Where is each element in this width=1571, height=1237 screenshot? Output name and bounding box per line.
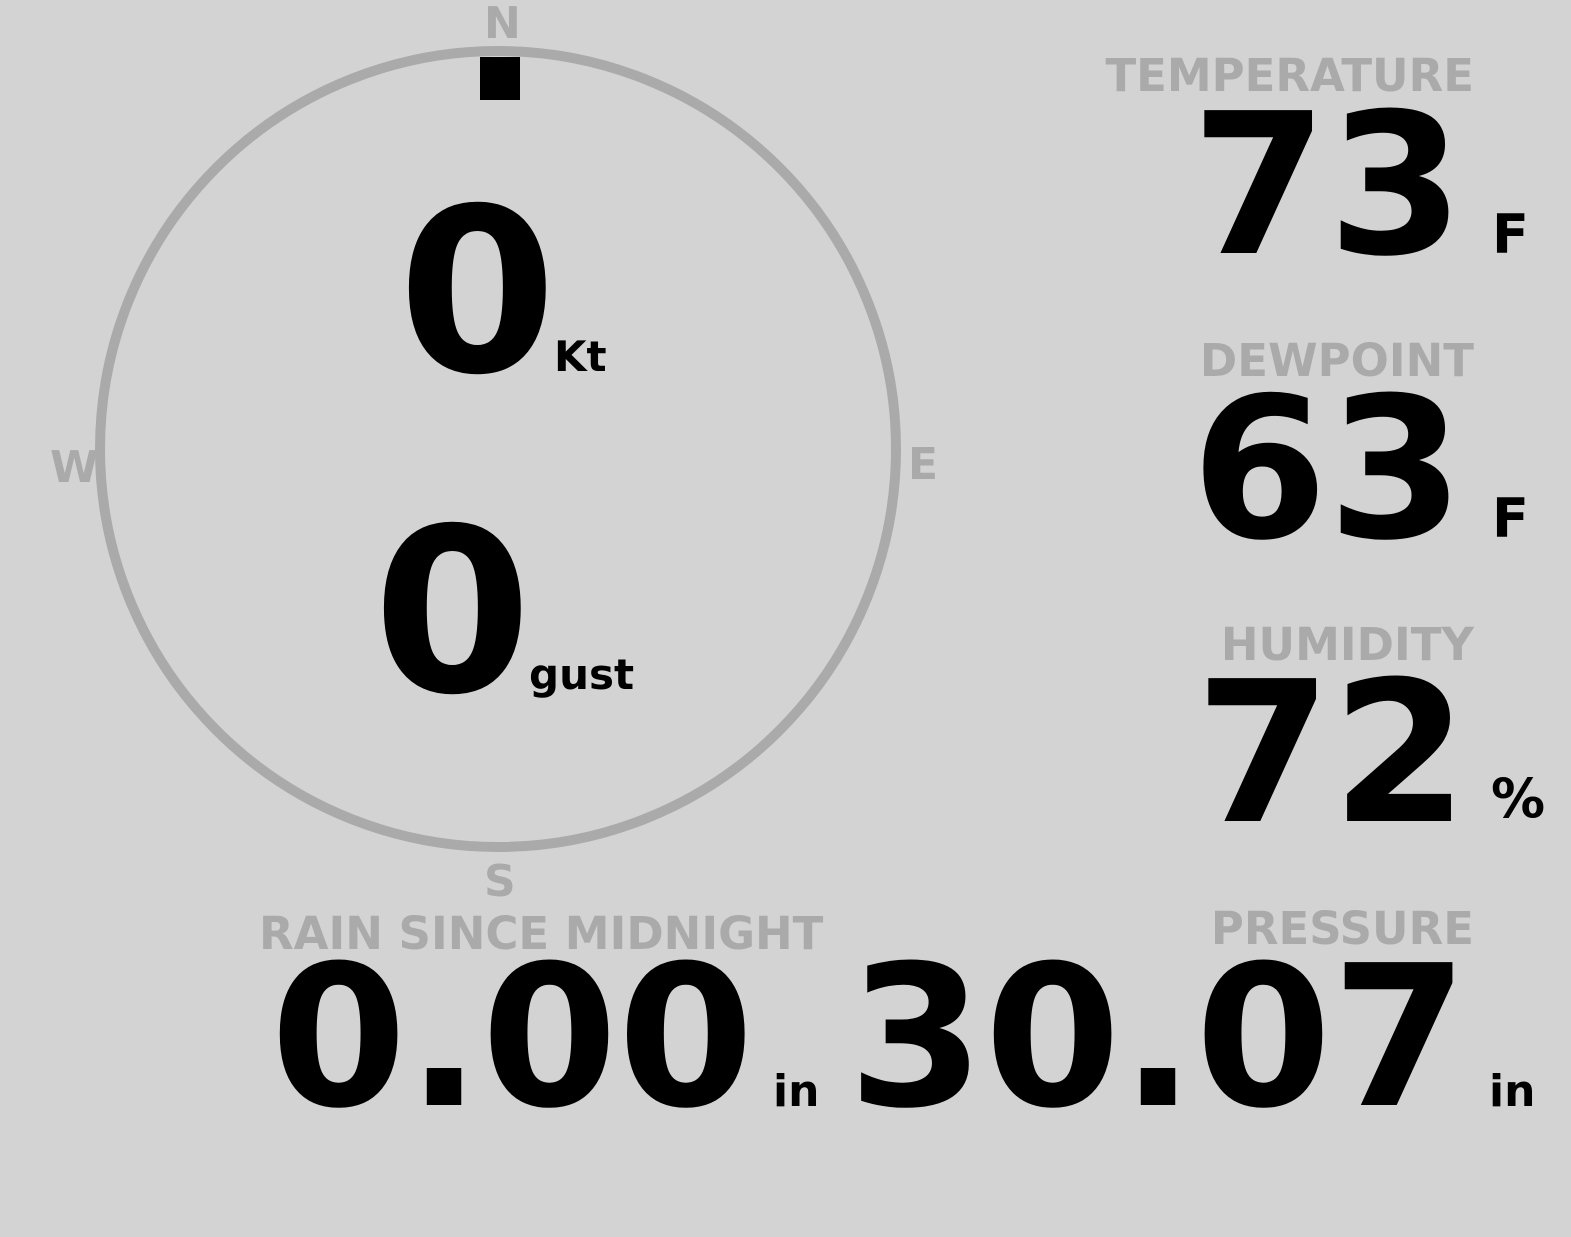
rain-label: RAIN SINCE MIDNIGHT (259, 907, 824, 960)
compass-west-label: W (50, 442, 99, 493)
compass-ring (95, 46, 901, 852)
compass-east-label: E (908, 439, 939, 490)
humidity-unit: % (1491, 767, 1546, 830)
wind-gust-value: 0 (373, 479, 532, 745)
wind-direction-marker (480, 57, 520, 100)
humidity-label: HUMIDITY (1220, 618, 1474, 671)
temperature-label: TEMPERATURE (1105, 49, 1474, 102)
wind-speed-value: 0 (398, 159, 557, 425)
temperature-value: 73 (1191, 72, 1464, 300)
pressure-value: 30.07 (848, 924, 1468, 1152)
pressure-label: PRESSURE (1210, 902, 1474, 955)
dewpoint-unit: F (1492, 487, 1529, 550)
wind-speed-unit: Kt (554, 332, 607, 381)
dewpoint-label: DEWPOINT (1199, 334, 1474, 387)
compass-south-label: S (484, 856, 516, 907)
wind-gust-unit: gust (529, 650, 635, 699)
rain-unit: in (773, 1066, 820, 1117)
compass-north-label: N (484, 0, 521, 49)
temperature-unit: F (1492, 203, 1529, 266)
pressure-unit: in (1489, 1066, 1536, 1117)
dewpoint-value: 63 (1191, 356, 1464, 584)
rain-value: 0.00 (270, 924, 754, 1152)
wind-compass-dial (95, 46, 901, 852)
humidity-value: 72 (1195, 640, 1468, 868)
